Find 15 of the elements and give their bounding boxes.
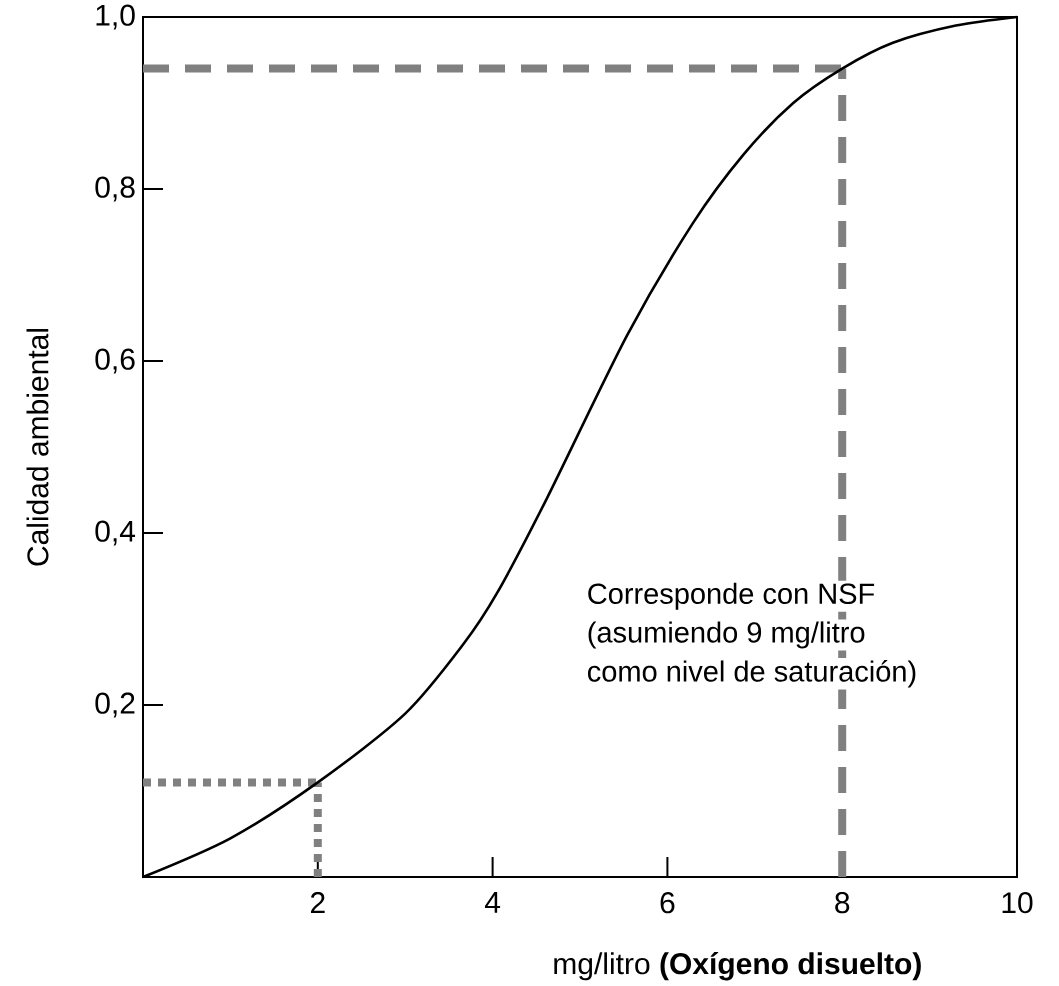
y-tick-label: 1,0 bbox=[96, 4, 135, 30]
annotation: como nivel de saturación) bbox=[588, 660, 916, 688]
x-tick-label: 2 bbox=[310, 892, 325, 914]
x-tick-label: 8 bbox=[835, 892, 850, 914]
y-tick-label: 0,8 bbox=[95, 176, 135, 202]
y-axis-title: Calidad ambiental bbox=[26, 329, 49, 566]
y-tick-label: 0,2 bbox=[95, 692, 135, 718]
y-tick-label: 0,4 bbox=[95, 520, 136, 546]
x-tick-label: 10 bbox=[1002, 892, 1033, 914]
x-tick-label: 6 bbox=[660, 892, 675, 914]
annotation: (asumiendo 9 mg/litro bbox=[588, 621, 865, 649]
y-tick-label: 0,6 bbox=[95, 348, 135, 374]
annotation: Corresponde con NSF bbox=[588, 582, 875, 610]
x-tick-label: 4 bbox=[484, 892, 501, 913]
x-axis-title: mg/litro (Oxígeno disuelto) bbox=[554, 952, 921, 981]
